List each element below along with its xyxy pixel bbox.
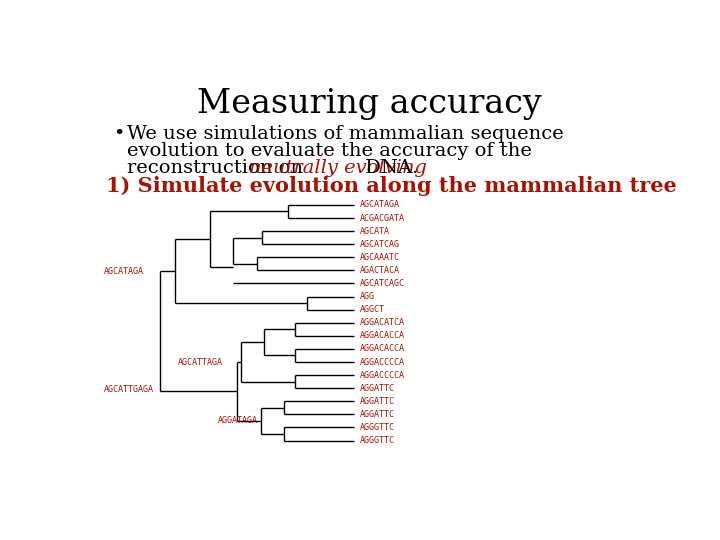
Text: AGCATCAG: AGCATCAG (360, 240, 400, 249)
Text: AGGACCCCA: AGGACCCCA (360, 357, 405, 367)
Text: AGGACACCA: AGGACACCA (360, 345, 405, 354)
Text: ACGACGATA: ACGACGATA (360, 213, 405, 222)
Text: AGCATTAGA: AGCATTAGA (178, 357, 222, 367)
Text: AGGCT: AGGCT (360, 305, 384, 314)
Text: •: • (113, 125, 125, 143)
Text: Measuring accuracy: Measuring accuracy (197, 88, 541, 120)
Text: AGCATTGAGA: AGCATTGAGA (104, 386, 154, 394)
Text: AGGACATCA: AGGACATCA (360, 318, 405, 327)
Text: AGGGTTC: AGGGTTC (360, 436, 395, 445)
Text: We use simulations of mammalian sequence: We use simulations of mammalian sequence (127, 125, 564, 143)
Text: AGGACACCA: AGGACACCA (360, 332, 405, 340)
Text: reconstruction on: reconstruction on (127, 159, 310, 177)
Text: AGCATAGA: AGCATAGA (360, 200, 400, 210)
Text: AGCATAGA: AGCATAGA (104, 267, 144, 276)
Text: AGGGTTC: AGGGTTC (360, 423, 395, 432)
Text: 1) Simulate evolution along the mammalian tree: 1) Simulate evolution along the mammalia… (106, 177, 676, 197)
Text: AGGATTC: AGGATTC (360, 384, 395, 393)
Text: AGCATA: AGCATA (360, 227, 390, 235)
Text: DNA.: DNA. (359, 159, 418, 177)
Text: AGGATAGA: AGGATAGA (218, 416, 258, 426)
Text: AGCATCAGC: AGCATCAGC (360, 279, 405, 288)
Text: AGACTACA: AGACTACA (360, 266, 400, 275)
Text: AGGATTC: AGGATTC (360, 410, 395, 419)
Text: AGGACCCCA: AGGACCCCA (360, 370, 405, 380)
Text: neutrally evolving: neutrally evolving (249, 159, 427, 177)
Text: evolution to evaluate the accuracy of the: evolution to evaluate the accuracy of th… (127, 142, 532, 160)
Text: AGG: AGG (360, 292, 374, 301)
Text: AGCAAATC: AGCAAATC (360, 253, 400, 262)
Text: AGGATTC: AGGATTC (360, 397, 395, 406)
